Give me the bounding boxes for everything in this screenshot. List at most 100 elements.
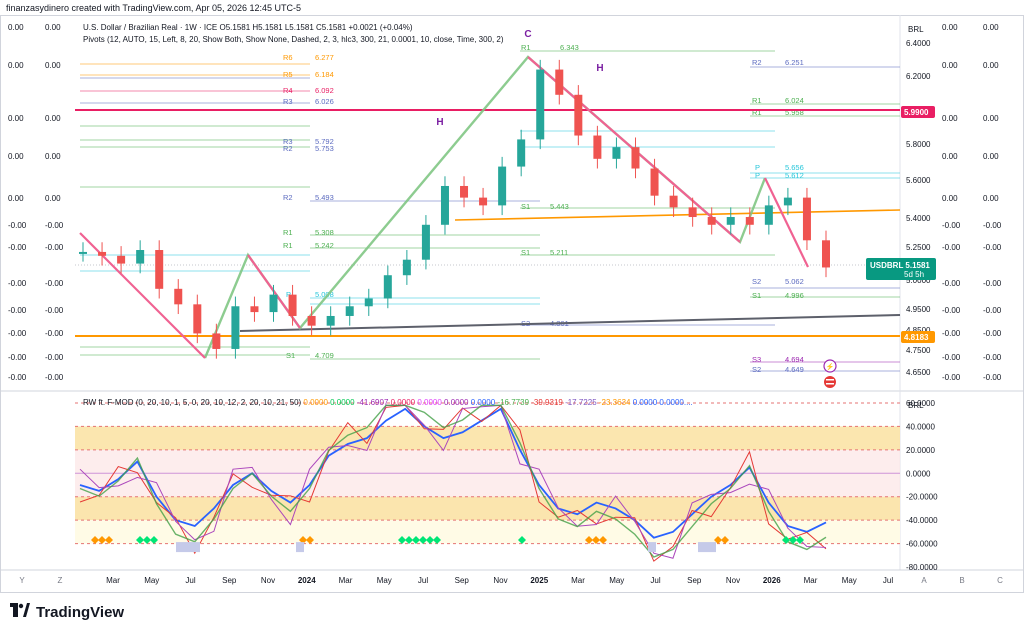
pattern-label: C [524, 29, 531, 40]
oscillator-value: -16.7739 [495, 398, 530, 407]
pivot-level-tag: R1 [283, 241, 293, 250]
time-bar-button-right: C [997, 576, 1003, 585]
candle-body [802, 197, 811, 241]
time-tick-label: May [144, 576, 159, 585]
oscillator-value: 0.0000.... [657, 398, 693, 407]
candle-body [117, 255, 126, 264]
right-scale-b-label: 0.00 [983, 194, 999, 203]
badge-resistance [901, 106, 935, 118]
candle-body [307, 315, 316, 326]
osc-tick-label: 40.0000 [906, 422, 935, 431]
left-scale-b-label: 0.00 [45, 61, 61, 70]
pivot-level-value: 6.184 [315, 70, 334, 79]
us-flag-stripe [826, 383, 834, 385]
osc-tick-label: -20.0000 [906, 493, 938, 502]
pivot-level-tag: R4 [283, 86, 293, 95]
signal-diamond-orange [599, 536, 607, 545]
pivot-level-value: 6.092 [315, 86, 334, 95]
left-scale-a-label: -0.00 [8, 329, 27, 338]
pivots-legend[interactable]: Pivots (12, AUTO, 15, Left, 8, 20, Show … [83, 35, 504, 44]
candle-body [136, 250, 145, 264]
pivot-level-value: 4.694 [785, 355, 804, 364]
signal-diamond-green [796, 536, 804, 545]
oscillator-value: 0.0000 [468, 398, 496, 407]
time-tick-label: Sep [455, 576, 470, 585]
left-scale-b-label: 0.00 [45, 194, 61, 203]
pivot-level-tag: R3 [283, 137, 293, 146]
right-scale-a-label: -0.00 [942, 329, 961, 338]
pivot-level-value: 5.656 [785, 163, 804, 172]
right-scale-b-label: 0.00 [983, 114, 999, 123]
osc-tick-label: -40.0000 [906, 516, 938, 525]
pattern-label: H [436, 117, 443, 128]
right-scale-a-label: 0.00 [942, 23, 958, 32]
pivot-level-value: 5.753 [315, 144, 334, 153]
left-scale-a-label: -0.00 [8, 243, 27, 252]
signal-diamond-green [412, 536, 420, 545]
pivot-level-tag: P [755, 163, 760, 172]
trend-line-grey [239, 314, 901, 332]
left-scale-b-label: -0.00 [45, 279, 64, 288]
signal-diamond-orange [714, 536, 722, 545]
pivot-level-value: 5.242 [315, 241, 334, 250]
oscillator-value: 0.0000 [630, 398, 658, 407]
signal-diamond-green [518, 536, 526, 545]
osc-tick-label: -60.0000 [906, 540, 938, 549]
lightning-glyph: ⚡ [826, 362, 835, 371]
osc-line-purple [79, 404, 827, 559]
time-tick-label: May [842, 576, 857, 585]
right-scale-b-label: -0.00 [983, 279, 1002, 288]
time-tick-label: Mar [339, 576, 353, 585]
time-tick-label: 2025 [530, 576, 548, 585]
candle-body [231, 306, 240, 349]
right-scale-a-label: 0.00 [942, 152, 958, 161]
candle-body [726, 217, 735, 225]
signal-diamond-orange [592, 536, 600, 545]
signal-diamond-orange [91, 536, 99, 545]
chart-canvas[interactable]: 0.00 0.00 0.00 0.00 0.00 0.00 0.00 0.00 0.00 0.00… [0, 15, 1024, 593]
pivot-level-tag: S1 [286, 351, 295, 360]
osc-tick-label: 0.0000 [906, 469, 931, 478]
price-tick-label: 5.2500 [906, 243, 931, 252]
symbol-legend[interactable]: U.S. Dollar / Brazilian Real · 1W · ICE … [83, 23, 413, 32]
candle-body [345, 306, 354, 316]
left-scale-b-label: -0.00 [45, 373, 64, 382]
time-tick-label: Mar [804, 576, 818, 585]
right-scale-a-label: 0.00 [942, 114, 958, 123]
us-flag-stripe [826, 379, 834, 381]
pivot-level-tag: R2 [752, 58, 762, 67]
pattern-leg-green [203, 55, 767, 359]
time-tick-label: Sep [687, 576, 702, 585]
right-scale-b-label: -0.00 [983, 243, 1002, 252]
osc-line-green [79, 404, 827, 558]
signal-diamond-orange [299, 536, 307, 545]
signal-diamond-orange [105, 536, 113, 545]
right-scale-b-label: 0.00 [983, 152, 999, 161]
signal-box-lavender [648, 542, 656, 553]
pivot-level-value: 5.612 [785, 171, 804, 180]
price-tick-label: 6.4000 [906, 39, 931, 48]
candle-body [555, 69, 564, 95]
signal-diamond-orange [721, 536, 729, 545]
candle-body [536, 69, 545, 140]
time-tick-label: Mar [106, 576, 120, 585]
time-tick-label: Nov [726, 576, 740, 585]
time-tick-label: Nov [493, 576, 507, 585]
right-scale-a-label: -0.00 [942, 306, 961, 315]
left-scale-a-label: 0.00 [8, 23, 24, 32]
price-tick-label: 5.6000 [906, 176, 931, 185]
pivot-level-tag: S2 [752, 277, 761, 286]
left-scale-b-label: -0.00 [45, 221, 64, 230]
pattern-label: H [596, 63, 603, 74]
badge-current-price [866, 258, 936, 280]
right-scale-b-label: 0.00 [983, 23, 999, 32]
time-bar-button-left: Z [58, 576, 63, 585]
osc-upper-zone [75, 426, 900, 450]
pivot-level-value: 5.211 [550, 248, 568, 257]
left-scale-b-label: -0.00 [45, 329, 64, 338]
candle-body [745, 217, 754, 225]
oscillator-legend[interactable]: RW ft. F-MOD (0, 20, 10, 1, 5, 0, 20, 10… [83, 398, 693, 407]
signal-diamond-green [789, 536, 797, 545]
time-tick-label: May [377, 576, 392, 585]
candle-body [402, 259, 411, 276]
